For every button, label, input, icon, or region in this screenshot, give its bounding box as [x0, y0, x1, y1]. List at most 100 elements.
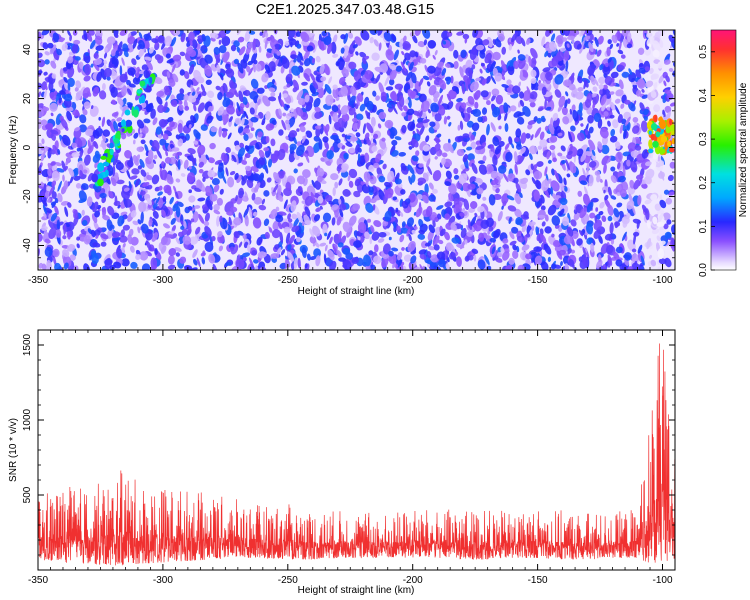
- spectrogram-cell: [391, 247, 399, 252]
- spectrogram-cell: [398, 86, 403, 94]
- spectrogram-feature-cell: [139, 80, 146, 87]
- spectrogram-cell: [172, 73, 179, 83]
- spectrogram-cell: [550, 33, 556, 42]
- x-tick-label: -250: [278, 275, 298, 286]
- spectrogram-cell: [507, 205, 517, 212]
- spectrogram-cell: [511, 143, 515, 149]
- spectrogram-cell: [332, 34, 338, 44]
- spectrogram-cell: [243, 207, 249, 218]
- spectrogram-cell: [263, 147, 270, 152]
- spectrogram-cell: [147, 184, 153, 190]
- spectrogram-cell: [192, 249, 198, 258]
- spectrogram-cell: [54, 205, 59, 215]
- spectrogram-cell: [427, 108, 431, 114]
- spectrogram-feature-cell: [104, 169, 109, 177]
- spectrogram-cell: [654, 203, 661, 211]
- spectrogram-cell: [614, 104, 620, 115]
- spectrogram-cell: [477, 116, 484, 123]
- spectrogram-feature-cell: [97, 178, 104, 187]
- spectrogram-cell: [502, 172, 509, 183]
- spectrogram-cell: [78, 61, 84, 70]
- spectrogram-cell: [60, 201, 69, 206]
- spectrogram-cell: [62, 174, 65, 182]
- spectrogram-cell: [57, 180, 62, 192]
- x-tick-label: -300: [153, 575, 173, 586]
- spectrogram-cell: [378, 111, 387, 120]
- spectrogram-cell: [610, 128, 616, 137]
- spectrogram-cell: [565, 159, 570, 171]
- spectrogram-cell: [616, 43, 620, 47]
- spectrogram-cell: [413, 266, 421, 270]
- spectrogram-cell: [631, 262, 642, 270]
- y-tick-label: -40: [22, 238, 33, 253]
- spectrogram-cell: [384, 75, 390, 87]
- spectrogram-cell: [437, 94, 444, 106]
- x-tick-label: -200: [403, 275, 423, 286]
- spectrogram-cell: [296, 211, 303, 224]
- spectrogram-cell: [309, 255, 317, 261]
- spectrogram-cell: [432, 219, 436, 228]
- spectrogram-cell: [43, 230, 48, 237]
- spectrogram-cell: [253, 211, 258, 217]
- spectrogram-cell: [261, 198, 266, 205]
- spectrogram-cell: [639, 102, 645, 111]
- spectrogram-cell: [570, 219, 577, 227]
- spectrogram-cell: [470, 134, 475, 141]
- spectrogram-cell: [552, 112, 559, 121]
- spectrogram-cell: [525, 169, 531, 176]
- snr-series-line: [38, 343, 675, 566]
- spectrogram-cell: [644, 48, 652, 56]
- spectrogram-cell: [262, 30, 268, 38]
- spectrogram-cell: [151, 139, 160, 152]
- spectrogram-cell: [500, 246, 505, 255]
- y-tick-label: 20: [22, 93, 33, 105]
- spectrogram-cell: [563, 177, 567, 186]
- spectrogram-cell: [38, 233, 43, 243]
- spectrogram-cell: [410, 72, 417, 84]
- spectrogram-cell: [459, 120, 464, 130]
- spectrogram-cell: [504, 112, 508, 122]
- spectrogram-cell: [137, 226, 141, 234]
- spectrogram-cell: [126, 168, 131, 179]
- spectrogram-cell: [578, 229, 584, 237]
- spectrogram-cell: [434, 49, 438, 56]
- spectrogram-cell: [337, 242, 344, 248]
- spectrogram-cell: [610, 238, 615, 245]
- spectrogram-cell: [616, 162, 621, 170]
- spectrogram-cell: [629, 179, 635, 189]
- spectrogram-cell: [238, 241, 243, 248]
- spectrogram-cell: [551, 233, 555, 238]
- spectrogram-cell: [297, 187, 302, 193]
- spectrogram-cell: [56, 219, 60, 230]
- spectrogram-cell: [570, 125, 576, 132]
- spectrogram-cell: [560, 261, 563, 267]
- spectrogram-cell: [352, 117, 359, 123]
- spectrogram-cell: [75, 80, 82, 89]
- spectrogram-cell: [247, 263, 252, 270]
- spectrogram-cell: [301, 221, 305, 226]
- spectrogram-cell: [369, 37, 374, 44]
- spectrogram-cell: [645, 168, 655, 180]
- spectrogram-cell: [140, 211, 144, 224]
- spectrogram-cell: [336, 216, 342, 226]
- spectrogram-cell: [174, 189, 179, 200]
- spectrogram-cell: [82, 109, 88, 116]
- spectrogram-cell: [460, 111, 465, 119]
- spectrogram-cell: [378, 82, 385, 94]
- spectrogram-feature-cell: [659, 119, 666, 130]
- spectrogram-cell: [301, 81, 308, 86]
- spectrogram-cell: [610, 71, 619, 79]
- spectrogram-cell: [151, 174, 160, 185]
- spectrogram-cell: [504, 123, 509, 132]
- spectrogram-cell: [371, 231, 380, 241]
- spectrogram-cell: [251, 265, 255, 270]
- spectrogram-cell: [132, 77, 141, 85]
- colorbar-tick-label: 0.3: [698, 132, 709, 146]
- spectrogram-cell: [566, 173, 571, 178]
- spectrogram-cell: [373, 220, 382, 228]
- spectrogram-cell: [407, 96, 412, 109]
- spectrogram-cell: [323, 125, 329, 136]
- spectrogram-cell: [597, 254, 602, 263]
- spectrogram-cell: [174, 247, 182, 252]
- spectrogram-cell: [132, 155, 139, 166]
